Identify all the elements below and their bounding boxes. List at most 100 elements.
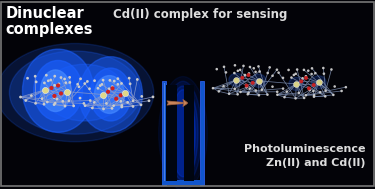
Point	[84, 80, 90, 83]
Point	[95, 87, 101, 90]
Point	[276, 71, 282, 74]
Point	[232, 64, 238, 67]
Point	[127, 82, 133, 85]
Point	[92, 79, 98, 82]
Point	[134, 78, 140, 81]
Point	[270, 85, 276, 88]
Point	[298, 80, 304, 83]
Point	[18, 95, 24, 98]
Point	[146, 99, 152, 102]
Point	[118, 100, 124, 103]
Ellipse shape	[168, 86, 198, 180]
Point	[114, 99, 120, 102]
Point	[280, 87, 286, 90]
Point	[56, 82, 62, 85]
Point	[316, 81, 322, 84]
Point	[296, 91, 302, 94]
Point	[294, 68, 300, 71]
Ellipse shape	[34, 60, 82, 121]
Point	[253, 89, 259, 92]
Point	[246, 72, 252, 75]
Point	[44, 101, 50, 104]
Point	[58, 76, 64, 79]
Point	[91, 101, 97, 104]
Point	[292, 97, 298, 100]
Point	[311, 94, 317, 97]
Point	[265, 71, 271, 74]
Point	[310, 90, 316, 93]
Point	[301, 96, 307, 99]
Point	[109, 85, 115, 88]
Ellipse shape	[251, 74, 266, 88]
Point	[282, 96, 288, 99]
Point	[67, 81, 73, 84]
Point	[288, 76, 294, 79]
Point	[303, 94, 309, 97]
Point	[52, 84, 58, 87]
Point	[113, 97, 119, 100]
Point	[332, 85, 338, 88]
Point	[291, 74, 297, 77]
Point	[81, 102, 87, 105]
Point	[60, 100, 66, 103]
Ellipse shape	[43, 64, 126, 121]
Point	[119, 104, 125, 107]
Point	[300, 77, 306, 80]
Point	[104, 102, 110, 105]
Point	[150, 95, 156, 98]
Point	[52, 75, 58, 78]
Point	[264, 93, 270, 96]
Point	[44, 74, 50, 77]
Point	[306, 87, 312, 90]
Point	[118, 82, 124, 85]
Text: Photoluminescence
Zn(II) and Cd(II): Photoluminescence Zn(II) and Cd(II)	[244, 144, 366, 168]
Point	[139, 95, 145, 98]
Point	[51, 94, 57, 98]
Point	[124, 101, 130, 104]
Ellipse shape	[79, 57, 142, 132]
Point	[253, 70, 259, 73]
Point	[220, 85, 226, 88]
Point	[242, 74, 248, 77]
Point	[33, 102, 39, 105]
Point	[270, 74, 276, 77]
Point	[89, 106, 95, 109]
Point	[256, 79, 262, 82]
Point	[106, 87, 112, 90]
Ellipse shape	[0, 43, 154, 142]
Point	[77, 97, 83, 100]
Point	[237, 68, 243, 71]
Point	[58, 92, 64, 95]
Point	[52, 102, 58, 105]
Point	[115, 83, 121, 86]
Ellipse shape	[94, 76, 124, 113]
Point	[105, 90, 111, 93]
Ellipse shape	[22, 49, 94, 132]
Point	[99, 83, 105, 86]
Point	[244, 86, 250, 89]
Point	[62, 77, 68, 81]
Point	[51, 96, 57, 99]
Text: Cd(II) complex for sensing: Cd(II) complex for sensing	[113, 8, 288, 21]
Point	[284, 90, 290, 93]
Point	[255, 65, 261, 68]
Point	[244, 84, 250, 87]
Point	[247, 87, 253, 90]
Point	[66, 99, 72, 102]
Point	[41, 81, 47, 84]
Point	[274, 93, 280, 96]
Point	[309, 73, 315, 76]
Point	[63, 81, 69, 84]
Point	[286, 68, 292, 71]
Point	[82, 82, 88, 85]
Point	[111, 80, 117, 83]
Point	[67, 76, 73, 79]
Point	[216, 90, 222, 93]
Point	[251, 67, 257, 70]
Point	[311, 95, 317, 98]
Point	[303, 75, 309, 78]
Point	[301, 68, 307, 71]
Point	[317, 91, 323, 94]
Point	[247, 65, 253, 68]
Point	[256, 94, 262, 97]
